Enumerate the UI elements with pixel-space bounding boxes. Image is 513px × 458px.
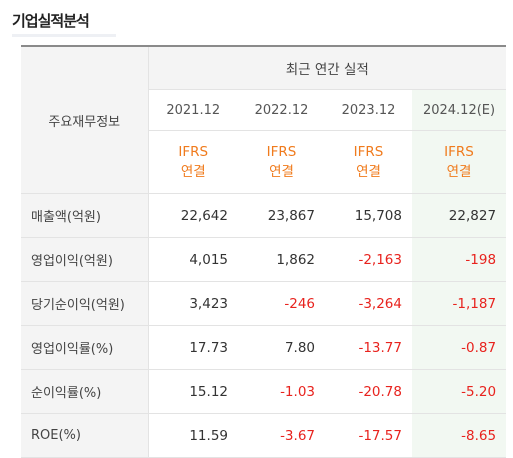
- table-cell: -3,264: [325, 281, 412, 326]
- financial-performance-table: 주요재무정보 최근 연간 실적 2021.12 2022.12 2023.12 …: [21, 45, 507, 458]
- basis-header-estimate: IFRS 연결: [412, 130, 507, 194]
- year-header: 2023.12: [325, 89, 412, 131]
- table-cell: -246: [238, 281, 325, 326]
- table-cell-estimate: -1,187: [412, 281, 507, 326]
- table-cell-estimate: -198: [412, 237, 507, 282]
- table-cell: 1,862: [238, 237, 325, 282]
- row-label: 영업이익률(%): [21, 325, 149, 370]
- table-row: 순이익률(%) 15.12 -1.03 -20.78 -5.20: [21, 369, 507, 414]
- row-label: 당기순이익(억원): [21, 281, 149, 326]
- section-title-underline: [12, 34, 116, 37]
- table-cell: 15.12: [148, 369, 238, 414]
- section-title: 기업실적분석: [12, 12, 90, 30]
- row-label: 순이익률(%): [21, 369, 149, 414]
- group-header: 최근 연간 실적: [148, 45, 507, 90]
- table-cell: -2,163: [325, 237, 412, 282]
- table-corner-label: 주요재무정보: [21, 45, 149, 194]
- table-cell: -13.77: [325, 325, 412, 370]
- basis-header: IFRS 연결: [148, 130, 238, 194]
- table-cell: -1.03: [238, 369, 325, 414]
- table-cell: 23,867: [238, 193, 325, 238]
- table-cell-estimate: -5.20: [412, 369, 507, 414]
- table-row: 영업이익(억원) 4,015 1,862 -2,163 -198: [21, 237, 507, 282]
- row-label: 영업이익(억원): [21, 237, 149, 282]
- table-cell: -3.67: [238, 413, 325, 458]
- basis-header: IFRS 연결: [325, 130, 412, 194]
- year-header: 2021.12: [148, 89, 238, 131]
- table-cell: -20.78: [325, 369, 412, 414]
- table-cell: 4,015: [148, 237, 238, 282]
- year-header-estimate: 2024.12(E): [412, 89, 507, 131]
- table-cell: 7.80: [238, 325, 325, 370]
- table-cell-estimate: 22,827: [412, 193, 507, 238]
- row-label: ROE(%): [21, 413, 149, 458]
- row-label: 매출액(억원): [21, 193, 149, 238]
- table-row: 매출액(억원) 22,642 23,867 15,708 22,827: [21, 193, 507, 238]
- table-cell-estimate: -8.65: [412, 413, 507, 458]
- basis-header: IFRS 연결: [238, 130, 325, 194]
- table-cell: 22,642: [148, 193, 238, 238]
- table-row: ROE(%) 11.59 -3.67 -17.57 -8.65: [21, 413, 507, 458]
- table-cell-estimate: -0.87: [412, 325, 507, 370]
- table-row: 영업이익률(%) 17.73 7.80 -13.77 -0.87: [21, 325, 507, 370]
- table-cell: 17.73: [148, 325, 238, 370]
- table-row: 당기순이익(억원) 3,423 -246 -3,264 -1,187: [21, 281, 507, 326]
- table-cell: -17.57: [325, 413, 412, 458]
- year-header: 2022.12: [238, 89, 325, 131]
- table-cell: 11.59: [148, 413, 238, 458]
- table-cell: 15,708: [325, 193, 412, 238]
- table-cell: 3,423: [148, 281, 238, 326]
